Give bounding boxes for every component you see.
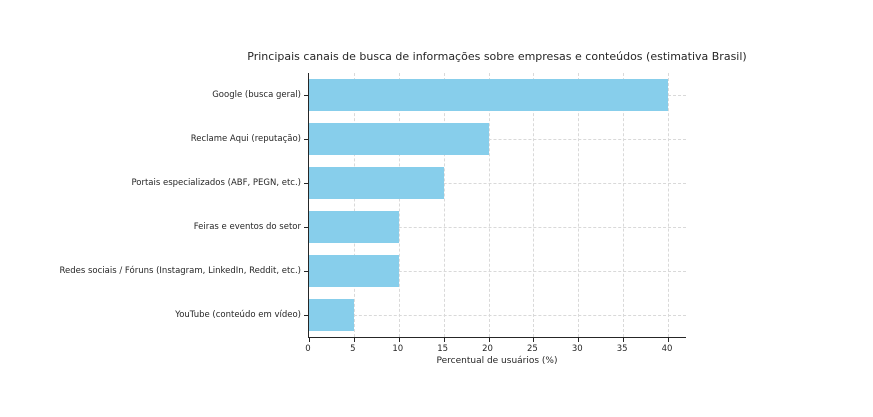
vertical-gridline <box>398 73 400 337</box>
bar <box>309 167 444 199</box>
y-tick-mark <box>304 271 308 272</box>
y-axis-labels: Google (busca geral) Reclame Aqui (reputa… <box>0 73 301 337</box>
bar <box>309 211 399 243</box>
x-tick-label: 40 <box>661 344 673 354</box>
y-category-label: Google (busca geral) <box>212 90 301 100</box>
x-tick-label: 15 <box>437 344 449 354</box>
vertical-gridline <box>353 73 355 337</box>
x-tick-mark <box>623 338 625 342</box>
vertical-gridline <box>443 73 445 337</box>
x-tick-mark <box>443 338 445 342</box>
y-category-label: Portais especializados (ABF, PEGN, etc.) <box>131 178 301 188</box>
x-tick-label: 30 <box>571 344 583 354</box>
x-tick-label: 5 <box>350 344 356 354</box>
x-tick-mark <box>398 338 400 342</box>
vertical-gridline <box>488 73 490 337</box>
y-category-label: YouTube (conteúdo em vídeo) <box>175 310 301 320</box>
chart-title: Principais canais de busca de informaçõe… <box>247 50 747 63</box>
horizontal-gridline <box>309 139 686 140</box>
x-tick-label: 25 <box>526 344 538 354</box>
horizontal-gridline <box>309 183 686 184</box>
horizontal-gridline <box>309 271 686 272</box>
vertical-gridline <box>623 73 625 337</box>
y-tick-mark <box>304 183 308 184</box>
plot-area <box>304 73 686 342</box>
bar <box>309 255 399 287</box>
bar <box>309 123 489 155</box>
x-tick-mark <box>578 338 580 342</box>
x-tick-mark <box>309 338 310 342</box>
bar <box>309 299 354 331</box>
bar <box>309 79 669 111</box>
horizontal-gridline <box>309 315 686 316</box>
x-tick-mark <box>533 338 535 342</box>
x-axis-title: Percentual de usuários (%) <box>436 356 558 366</box>
vertical-gridline <box>533 73 535 337</box>
x-tick-label: 35 <box>616 344 628 354</box>
x-tick-mark <box>668 338 670 342</box>
y-category-label: Feiras e eventos do setor <box>193 222 301 232</box>
y-tick-mark <box>304 95 308 96</box>
horizontal-gridline <box>309 227 686 228</box>
x-tick-label: 0 <box>305 344 311 354</box>
vertical-gridline <box>578 73 580 337</box>
y-tick-mark <box>304 315 308 316</box>
x-tick-label: 10 <box>392 344 404 354</box>
y-tick-mark <box>304 139 308 140</box>
y-category-label: Redes sociais / Fóruns (Instagram, Linke… <box>59 266 301 276</box>
y-category-label: Reclame Aqui (reputação) <box>190 134 301 144</box>
x-tick-mark <box>353 338 355 342</box>
x-tick-mark <box>488 338 490 342</box>
x-tick-label: 20 <box>482 344 493 354</box>
vertical-gridline <box>668 73 670 337</box>
y-tick-mark <box>304 227 308 228</box>
